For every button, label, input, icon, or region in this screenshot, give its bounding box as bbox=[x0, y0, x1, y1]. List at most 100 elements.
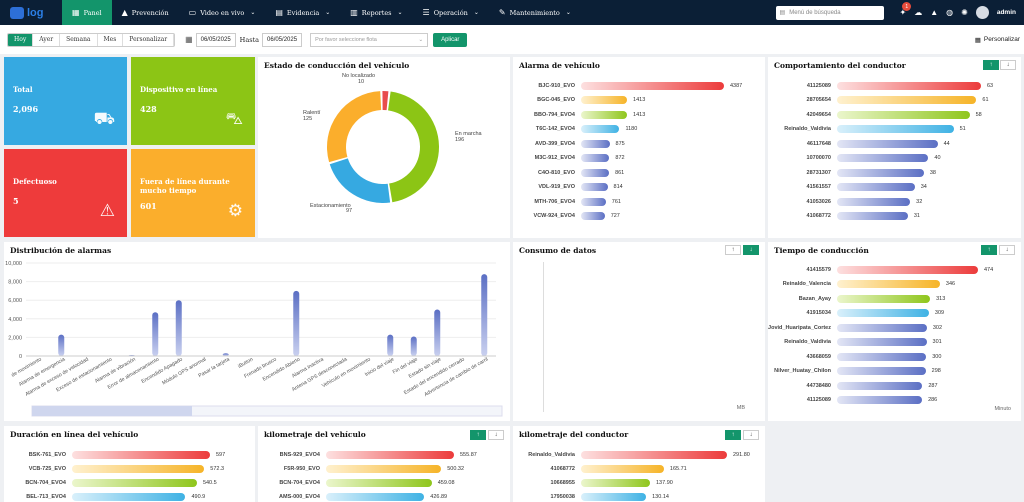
warning-icon[interactable]: ▲ bbox=[930, 8, 939, 17]
bar-row[interactable]: 41068772 31 bbox=[807, 212, 920, 221]
sort-asc-button[interactable]: ↓ bbox=[743, 430, 759, 440]
bar-row[interactable]: 42049654 58 bbox=[807, 110, 982, 119]
range-hoy[interactable]: Hoy bbox=[8, 33, 34, 46]
sort-asc-button[interactable]: ↓ bbox=[743, 245, 759, 255]
bar-row[interactable]: 28705654 61 bbox=[807, 96, 989, 105]
bar-row[interactable]: 10668955 137.90 bbox=[551, 478, 673, 487]
bar-row[interactable]: VDL-919_EVO 814 bbox=[538, 183, 623, 192]
bar-row[interactable]: BNS-929_EVO4 555.87 bbox=[280, 450, 477, 459]
bar-row[interactable]: 28731307 38 bbox=[807, 168, 936, 177]
gear-icon[interactable]: ✺ bbox=[961, 8, 968, 17]
nav-item-evidencia[interactable]: ▤ Evidencia ⌄ bbox=[265, 0, 340, 25]
bar-row[interactable]: 41125089 286 bbox=[807, 396, 937, 405]
sort-desc-button[interactable]: ↑ bbox=[981, 245, 997, 255]
bar-row[interactable]: F5R-950_EVO 500.32 bbox=[284, 464, 464, 473]
sort-desc-button[interactable]: ↑ bbox=[470, 430, 486, 440]
tile-online[interactable]: Dispositivo en línea 428 ⛍ bbox=[131, 57, 255, 145]
bar-value: 426.89 bbox=[430, 493, 448, 500]
bar-row[interactable]: Nilver_Huatay_Chilon 298 bbox=[774, 367, 941, 376]
bar-row[interactable]: VCB-725_EVO 572.3 bbox=[29, 464, 224, 473]
bar-row[interactable]: 17950038 130.14 bbox=[551, 492, 669, 501]
sort-asc-button[interactable]: ↓ bbox=[488, 430, 504, 440]
bar-row[interactable]: BGC-045_EVO 1413 bbox=[537, 96, 645, 105]
bar-row[interactable]: 41053026 32 bbox=[807, 197, 922, 206]
bar-row[interactable]: BBO-794_EVO4 1413 bbox=[534, 110, 645, 119]
donut-slice-estacionamiento[interactable] bbox=[329, 158, 391, 203]
bar-row[interactable]: AVD-399_EVO4 875 bbox=[535, 139, 625, 148]
tile-faulty[interactable]: Defectuoso 5 ⚠ bbox=[4, 149, 127, 237]
date-to-input[interactable]: 06/05/2025 bbox=[262, 32, 303, 47]
sort-desc-button[interactable]: ↑ bbox=[725, 245, 741, 255]
alarm-bar[interactable] bbox=[434, 309, 441, 357]
range-semana[interactable]: Semana bbox=[60, 33, 98, 46]
donut-slice-no-localizado[interactable] bbox=[382, 91, 389, 111]
user-name[interactable]: admin bbox=[996, 9, 1016, 16]
calendar-icon[interactable]: ▦ bbox=[185, 35, 193, 44]
bar-row[interactable]: 41561557 34 bbox=[807, 183, 927, 192]
bar-row[interactable]: 46117648 44 bbox=[807, 139, 950, 148]
avatar[interactable] bbox=[975, 6, 989, 19]
alarm-bar[interactable] bbox=[58, 334, 65, 356]
nav-item-prevencion[interactable]: ▲ Prevención bbox=[112, 0, 179, 25]
tile-offline-long[interactable]: Fuera de línea durante mucho tiempo 601 … bbox=[131, 149, 255, 237]
customize-label: Personalizar bbox=[983, 36, 1020, 43]
range-mes[interactable]: Mes bbox=[98, 33, 124, 46]
nav-item-mantenimiento[interactable]: ✎ Mantenimiento ⌄ bbox=[489, 0, 581, 25]
alarm-bar[interactable] bbox=[481, 274, 488, 356]
bar-row[interactable]: BJC-910_EVO 4387 bbox=[538, 81, 742, 90]
bar-row[interactable]: 43668059 300 bbox=[807, 352, 941, 361]
sort-asc-button[interactable]: ↓ bbox=[999, 245, 1015, 255]
bar-row[interactable]: Reinaldo_Valdivia 51 bbox=[784, 125, 966, 134]
alarm-bar[interactable] bbox=[410, 336, 417, 356]
date-from-input[interactable]: 06/05/2025 bbox=[195, 32, 236, 47]
customize-button[interactable]: ▦ Personalizar bbox=[975, 36, 1020, 44]
bar-row[interactable]: MTH-706_EVO4 761 bbox=[534, 197, 621, 206]
sort-desc-button[interactable]: ↑ bbox=[725, 430, 741, 440]
apply-button[interactable]: Aplicar bbox=[433, 32, 468, 47]
nav-item-operacion[interactable]: ☰ Operación ⌄ bbox=[413, 0, 489, 25]
bar-row[interactable]: BCN-704_EVO4 459.08 bbox=[279, 478, 455, 487]
bar-row[interactable]: Bazan_Ayay 313 bbox=[799, 294, 945, 303]
alarm-bar[interactable] bbox=[222, 353, 229, 356]
sort-desc-button[interactable]: ↑ bbox=[983, 60, 999, 70]
range-ayer[interactable]: Ayer bbox=[33, 33, 61, 46]
bar-label: BGC-045_EVO bbox=[537, 97, 575, 103]
bar-row[interactable]: Reinaldo_Valencia 346 bbox=[783, 280, 955, 289]
bar-row[interactable]: 41415579 474 bbox=[807, 265, 993, 274]
bar-row[interactable]: 44738480 287 bbox=[807, 381, 938, 390]
bar-row[interactable]: BSK-761_EVO 597 bbox=[29, 450, 225, 459]
bar-row[interactable]: BEL-713_EVO4 490.9 bbox=[26, 492, 205, 501]
bar-row[interactable]: C4O-810_EVO 861 bbox=[538, 168, 624, 177]
bar-row[interactable]: AMS-000_EVO4 426.89 bbox=[279, 492, 448, 501]
bar-row[interactable]: M3C-912_EVO4 872 bbox=[535, 154, 625, 163]
bar-row[interactable]: 41125089 63 bbox=[807, 81, 993, 90]
cloud-download-icon[interactable]: ☁ bbox=[914, 8, 923, 17]
alarm-bell-icon[interactable]: ✦ 1 bbox=[900, 2, 912, 17]
bar-row[interactable]: 10700070 40 bbox=[807, 154, 941, 163]
fleet-select[interactable]: Por favor seleccione flota ⌄ bbox=[310, 32, 429, 47]
logo[interactable]: log bbox=[0, 0, 62, 25]
nav-item-video-en-vivo[interactable]: ▭ Video en vivo ⌄ bbox=[179, 0, 266, 25]
menu-search-input[interactable]: ▤ Menú de búsqueda bbox=[775, 5, 884, 20]
tile-total[interactable]: Total 2,096 ⛟ bbox=[4, 57, 127, 145]
zoom-handle[interactable] bbox=[32, 406, 192, 416]
bar-row[interactable]: VCW-924_EVO4 727 bbox=[534, 212, 620, 221]
bar-row[interactable]: 41068772 165.71 bbox=[551, 464, 687, 473]
alarm-bar[interactable] bbox=[175, 300, 182, 356]
bar-row[interactable]: Jovid_Huaripata_Cortez 302 bbox=[768, 323, 942, 332]
nav-item-panel[interactable]: ▦ Panel bbox=[62, 0, 112, 25]
alarm-bar[interactable] bbox=[387, 334, 394, 356]
range-personalizar[interactable]: Personalizar bbox=[123, 33, 175, 46]
bar-row[interactable]: Reinaldo_Valdivia 291.80 bbox=[528, 450, 750, 459]
sort-asc-button[interactable]: ↓ bbox=[1000, 60, 1016, 70]
globe-icon[interactable]: ◍ bbox=[946, 8, 954, 17]
donut-slice-ralenti[interactable] bbox=[327, 91, 382, 163]
bar-row[interactable]: T6C-142_EVO4 1180 bbox=[536, 125, 637, 134]
nav-item-reportes[interactable]: ▥ Reportes ⌄ bbox=[340, 0, 412, 25]
alarm-bar[interactable] bbox=[152, 312, 159, 356]
alarm-bar[interactable] bbox=[293, 290, 300, 356]
donut-slice-en-marcha[interactable] bbox=[388, 91, 440, 203]
bar-row[interactable]: Reinaldo_Valdivia 301 bbox=[784, 338, 942, 347]
bar-row[interactable]: BCN-704_EVO4 540.5 bbox=[25, 478, 217, 487]
bar-row[interactable]: 41915034 309 bbox=[807, 309, 944, 318]
